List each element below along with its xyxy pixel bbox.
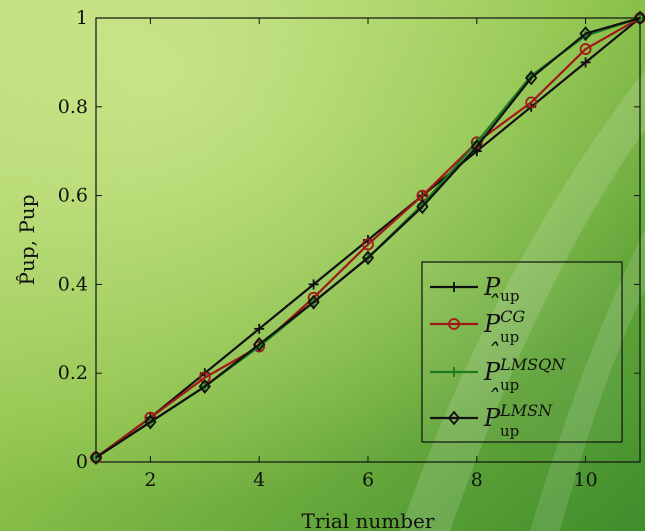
legend-label-main: P bbox=[483, 273, 501, 301]
data-point-s3-2 bbox=[198, 379, 211, 394]
data-point-s3-3 bbox=[253, 336, 266, 352]
x-tick-label: 2 bbox=[144, 469, 156, 491]
legend-label-3: PLMSN up bbox=[483, 401, 553, 440]
data-point-s1-5 bbox=[362, 238, 374, 251]
legend-hat: ˆ bbox=[487, 385, 499, 413]
data-point-s3-4 bbox=[307, 294, 320, 310]
legend-box bbox=[421, 261, 623, 443]
x-tick-label: 6 bbox=[362, 469, 374, 491]
legend-label-main: P bbox=[483, 310, 501, 338]
legend-label-sup: CG bbox=[500, 307, 525, 326]
y-tick-label: 0.2 bbox=[58, 362, 88, 384]
y-tick-label: 1 bbox=[76, 7, 88, 29]
y-tick-label: 0.8 bbox=[58, 96, 88, 118]
legend-swatch-marker bbox=[448, 318, 460, 330]
legend-swatch-marker bbox=[449, 282, 459, 292]
x-tick-label: 8 bbox=[471, 469, 483, 491]
background-swoosh-2 bbox=[530, 230, 645, 531]
data-point-s1-8 bbox=[525, 96, 538, 109]
data-point-s3-0 bbox=[89, 450, 103, 465]
legend-swatch-marker bbox=[449, 367, 459, 377]
legend-label-sub: up bbox=[500, 376, 519, 394]
x-tick-label: 4 bbox=[253, 469, 265, 491]
legend-label-sup: LMSN bbox=[499, 401, 553, 420]
series-3 bbox=[89, 10, 645, 465]
data-point-s3-8 bbox=[525, 70, 538, 86]
legend-item-0: Pup bbox=[430, 273, 519, 305]
legend-label-1: PCG up bbox=[483, 307, 525, 346]
data-point-s1-9 bbox=[579, 43, 592, 55]
legend-swatch-marker bbox=[447, 410, 461, 426]
data-point-s0-9 bbox=[580, 57, 591, 68]
legend-hat: ˆ bbox=[487, 339, 499, 367]
data-point-s0-3 bbox=[254, 323, 265, 334]
y-tick-label: 0.4 bbox=[58, 273, 88, 295]
x-tick-label: 10 bbox=[574, 469, 598, 491]
data-point-s3-10 bbox=[633, 10, 645, 26]
data-point-s3-5 bbox=[361, 250, 375, 266]
legend-label-sub: up bbox=[500, 328, 519, 346]
legend-label-0: Pup bbox=[483, 273, 519, 305]
x-axis-title: Trial number bbox=[302, 509, 435, 531]
data-point-s3-6 bbox=[416, 199, 429, 215]
legend-label-2: PLMSQN up bbox=[483, 355, 566, 394]
legend-label-main: P bbox=[483, 358, 501, 386]
legend-label-main: P bbox=[483, 404, 501, 432]
legend-label-sub: up bbox=[500, 422, 519, 440]
data-point-s3-9 bbox=[579, 26, 592, 41]
y-axis-title: P̂up, Pup bbox=[15, 195, 39, 286]
background-swoosh bbox=[400, 70, 645, 531]
series-line-1 bbox=[95, 17, 641, 459]
legend-hat: ˆ bbox=[487, 291, 499, 319]
data-point-s0-4 bbox=[308, 279, 319, 290]
data-point-s3-7 bbox=[470, 139, 483, 155]
y-tick-label: 0.6 bbox=[58, 185, 88, 207]
legend-label-sup: LMSQN bbox=[499, 355, 566, 374]
legend-label-sub: up bbox=[500, 287, 519, 305]
data-point-s3-1 bbox=[144, 414, 157, 430]
y-tick-label: 0 bbox=[76, 451, 88, 473]
series-line-3 bbox=[95, 16, 641, 459]
